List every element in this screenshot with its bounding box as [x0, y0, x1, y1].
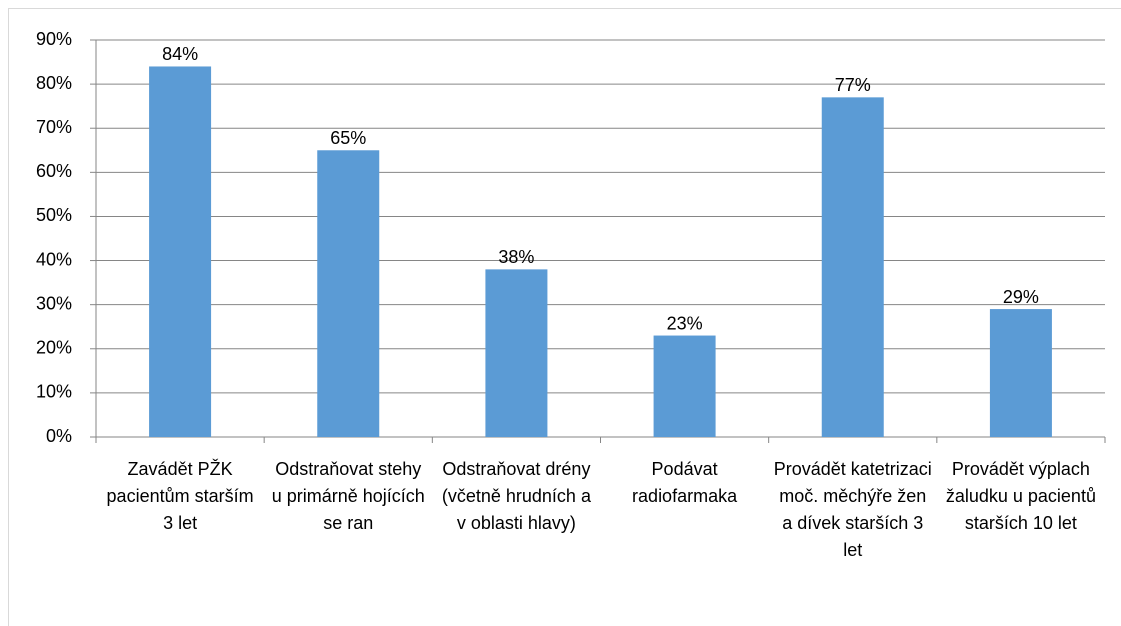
- data-label: 23%: [667, 313, 703, 333]
- bar: [485, 269, 548, 437]
- bar: [317, 150, 380, 437]
- y-tick-label: 90%: [36, 29, 72, 49]
- y-tick-label: 30%: [36, 293, 72, 313]
- data-label: 77%: [835, 75, 871, 95]
- y-tick-label: 60%: [36, 161, 72, 181]
- x-tick-label: Odstraňovat drény (včetně hrudních a v o…: [441, 459, 591, 533]
- bar: [653, 335, 716, 437]
- bar: [149, 66, 212, 437]
- y-tick-label: 20%: [36, 338, 72, 358]
- x-tick-label: Odstraňovat stehy u primárně hojících se…: [271, 459, 425, 533]
- x-tick-label: Provádět katetrizaci moč. měchýře žen a …: [773, 459, 932, 560]
- bar: [821, 97, 884, 437]
- y-tick-label: 70%: [36, 117, 72, 137]
- x-tick-label: Zavádět PŽK pacientům starším 3 let: [106, 459, 254, 533]
- data-label: 65%: [330, 128, 366, 148]
- data-label: 38%: [498, 247, 534, 267]
- chart-border: [8, 8, 1121, 626]
- bar: [989, 309, 1052, 437]
- data-label: 29%: [1003, 287, 1039, 307]
- x-tick-label: Podávat radiofarmaka: [632, 459, 738, 506]
- data-label: 84%: [162, 44, 198, 64]
- y-tick-label: 40%: [36, 249, 72, 269]
- y-tick-label: 50%: [36, 205, 72, 225]
- y-tick-label: 0%: [46, 426, 72, 446]
- x-tick-label: Provádět výplach žaludku u pacientů star…: [945, 459, 1096, 533]
- y-tick-label: 10%: [36, 382, 72, 402]
- y-tick-label: 80%: [36, 73, 72, 93]
